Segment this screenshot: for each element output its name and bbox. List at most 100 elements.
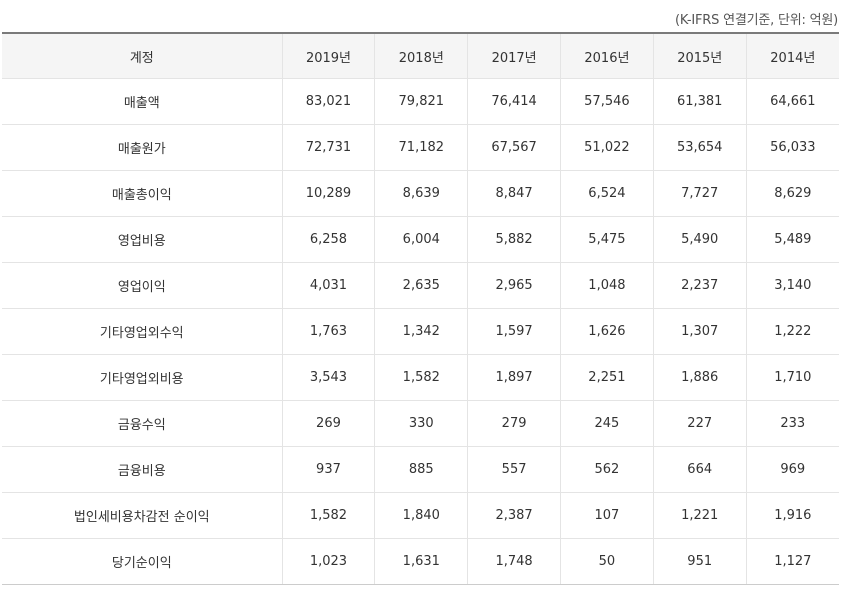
table-row: 영업이익 4,031 2,635 2,965 1,048 2,237 3,140 [2,262,839,309]
cell-value: 1,763 [281,308,375,355]
table-row: 금융비용 937 885 557 562 664 969 [2,446,839,493]
cell-value: 57,546 [560,78,654,125]
cell-value: 107 [560,492,654,539]
row-label: 법인세비용차감전 순이익 [2,492,283,539]
cell-value: 1,886 [652,354,747,401]
cell-value: 1,897 [467,354,561,401]
table-row: 금융수익 269 330 279 245 227 233 [2,400,839,447]
cell-value: 8,639 [374,170,468,217]
cell-value: 4,031 [281,262,375,309]
cell-value: 2,965 [467,262,561,309]
header-year: 2016년 [560,33,654,79]
cell-value: 885 [374,446,468,493]
cell-value: 664 [652,446,747,493]
cell-value: 7,727 [652,170,747,217]
cell-value: 50 [560,538,654,585]
table-header: 계정 2019년 2018년 2017년 2016년 2015년 2014년 [2,33,839,79]
cell-value: 64,661 [745,78,839,125]
cell-value: 1,342 [374,308,468,355]
table-row: 매출총이익 10,289 8,639 8,847 6,524 7,727 8,629 [2,170,839,217]
cell-value: 5,882 [467,216,561,263]
table-row: 당기순이익 1,023 1,631 1,748 50 951 1,127 [2,538,839,585]
header-year: 2015년 [652,33,747,79]
cell-value: 1,222 [745,308,839,355]
cell-value: 8,847 [467,170,561,217]
cell-value: 1,710 [745,354,839,401]
cell-value: 2,635 [374,262,468,309]
row-label: 매출원가 [2,124,283,171]
header-year: 2018년 [374,33,468,79]
cell-value: 233 [745,400,839,447]
cell-value: 10,289 [281,170,375,217]
cell-value: 2,251 [560,354,654,401]
financial-table: 계정 2019년 2018년 2017년 2016년 2015년 2014년 매… [2,32,839,585]
row-label: 매출액 [2,78,283,125]
cell-value: 557 [467,446,561,493]
cell-value: 51,022 [560,124,654,171]
cell-value: 1,748 [467,538,561,585]
cell-value: 5,490 [652,216,747,263]
cell-value: 1,221 [652,492,747,539]
cell-value: 2,387 [467,492,561,539]
cell-value: 330 [374,400,468,447]
header-year: 2014년 [745,33,839,79]
cell-value: 3,140 [745,262,839,309]
cell-value: 72,731 [281,124,375,171]
cell-value: 562 [560,446,654,493]
cell-value: 227 [652,400,747,447]
header-year: 2017년 [467,33,561,79]
cell-value: 5,475 [560,216,654,263]
row-label: 당기순이익 [2,538,283,585]
row-label: 금융수익 [2,400,283,447]
header-row: 계정 2019년 2018년 2017년 2016년 2015년 2014년 [2,33,839,79]
row-label: 영업이익 [2,262,283,309]
cell-value: 6,004 [374,216,468,263]
cell-value: 1,127 [745,538,839,585]
table-row: 영업비용 6,258 6,004 5,882 5,475 5,490 5,489 [2,216,839,263]
table-row: 법인세비용차감전 순이익 1,582 1,840 2,387 107 1,221 1,916 [2,492,839,539]
cell-value: 969 [745,446,839,493]
cell-value: 279 [467,400,561,447]
table-row: 매출액 83,021 79,821 76,414 57,546 61,381 64,661 [2,78,839,125]
cell-value: 79,821 [374,78,468,125]
cell-value: 1,307 [652,308,747,355]
cell-value: 8,629 [745,170,839,217]
cell-value: 67,567 [467,124,561,171]
cell-value: 951 [652,538,747,585]
cell-value: 83,021 [281,78,375,125]
cell-value: 76,414 [467,78,561,125]
table-row: 매출원가 72,731 71,182 67,567 51,022 53,654 56,033 [2,124,839,171]
cell-value: 2,237 [652,262,747,309]
cell-value: 1,597 [467,308,561,355]
cell-value: 1,840 [374,492,468,539]
cell-value: 1,582 [281,492,375,539]
row-label: 매출총이익 [2,170,283,217]
cell-value: 6,258 [281,216,375,263]
cell-value: 5,489 [745,216,839,263]
cell-value: 1,631 [374,538,468,585]
row-label: 기타영업외비용 [2,354,283,401]
cell-value: 245 [560,400,654,447]
cell-value: 53,654 [652,124,747,171]
cell-value: 56,033 [745,124,839,171]
header-year: 2019년 [281,33,375,79]
cell-value: 1,916 [745,492,839,539]
cell-value: 269 [281,400,375,447]
row-label: 금융비용 [2,446,283,493]
cell-value: 1,048 [560,262,654,309]
cell-value: 937 [281,446,375,493]
cell-value: 1,023 [281,538,375,585]
row-label: 기타영업외수익 [2,308,283,355]
table-row: 기타영업외수익 1,763 1,342 1,597 1,626 1,307 1,222 [2,308,839,355]
cell-value: 71,182 [374,124,468,171]
table-row: 기타영업외비용 3,543 1,582 1,897 2,251 1,886 1,710 [2,354,839,401]
cell-value: 3,543 [281,354,375,401]
cell-value: 6,524 [560,170,654,217]
cell-value: 1,582 [374,354,468,401]
header-account: 계정 [2,33,283,79]
row-label: 영업비용 [2,216,283,263]
cell-value: 61,381 [652,78,747,125]
table-body: 매출액 83,021 79,821 76,414 57,546 61,381 64,661 매… [2,78,839,585]
unit-note: (K-IFRS 연결기준, 단위: 억원) [675,13,838,28]
cell-value: 1,626 [560,308,654,355]
